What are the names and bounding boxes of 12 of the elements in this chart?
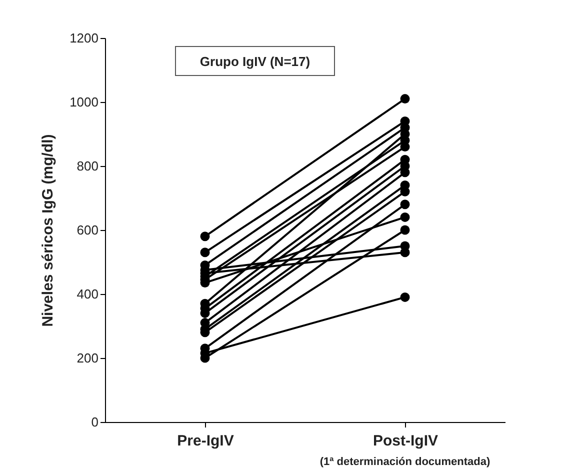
y-axis-title: Niveles séricos IgG (mg/dl): [40, 134, 57, 327]
y-tick-label: 0: [91, 414, 98, 430]
y-tick-label: 1000: [70, 94, 98, 110]
x-tick-label: Post-IgIV: [372, 432, 438, 450]
y-tick-label: 400: [76, 286, 98, 302]
y-tick-label: 600: [76, 222, 98, 238]
text: (1ª determinación documentada): [320, 456, 490, 468]
y-tick-label: 200: [76, 350, 98, 366]
text-box: Grupo IgIV (N=17): [175, 46, 335, 76]
y-tick-label: 1200: [70, 30, 98, 46]
x-tick-label: Pre-IgIV: [177, 432, 234, 450]
y-tick-label: 800: [76, 158, 98, 174]
